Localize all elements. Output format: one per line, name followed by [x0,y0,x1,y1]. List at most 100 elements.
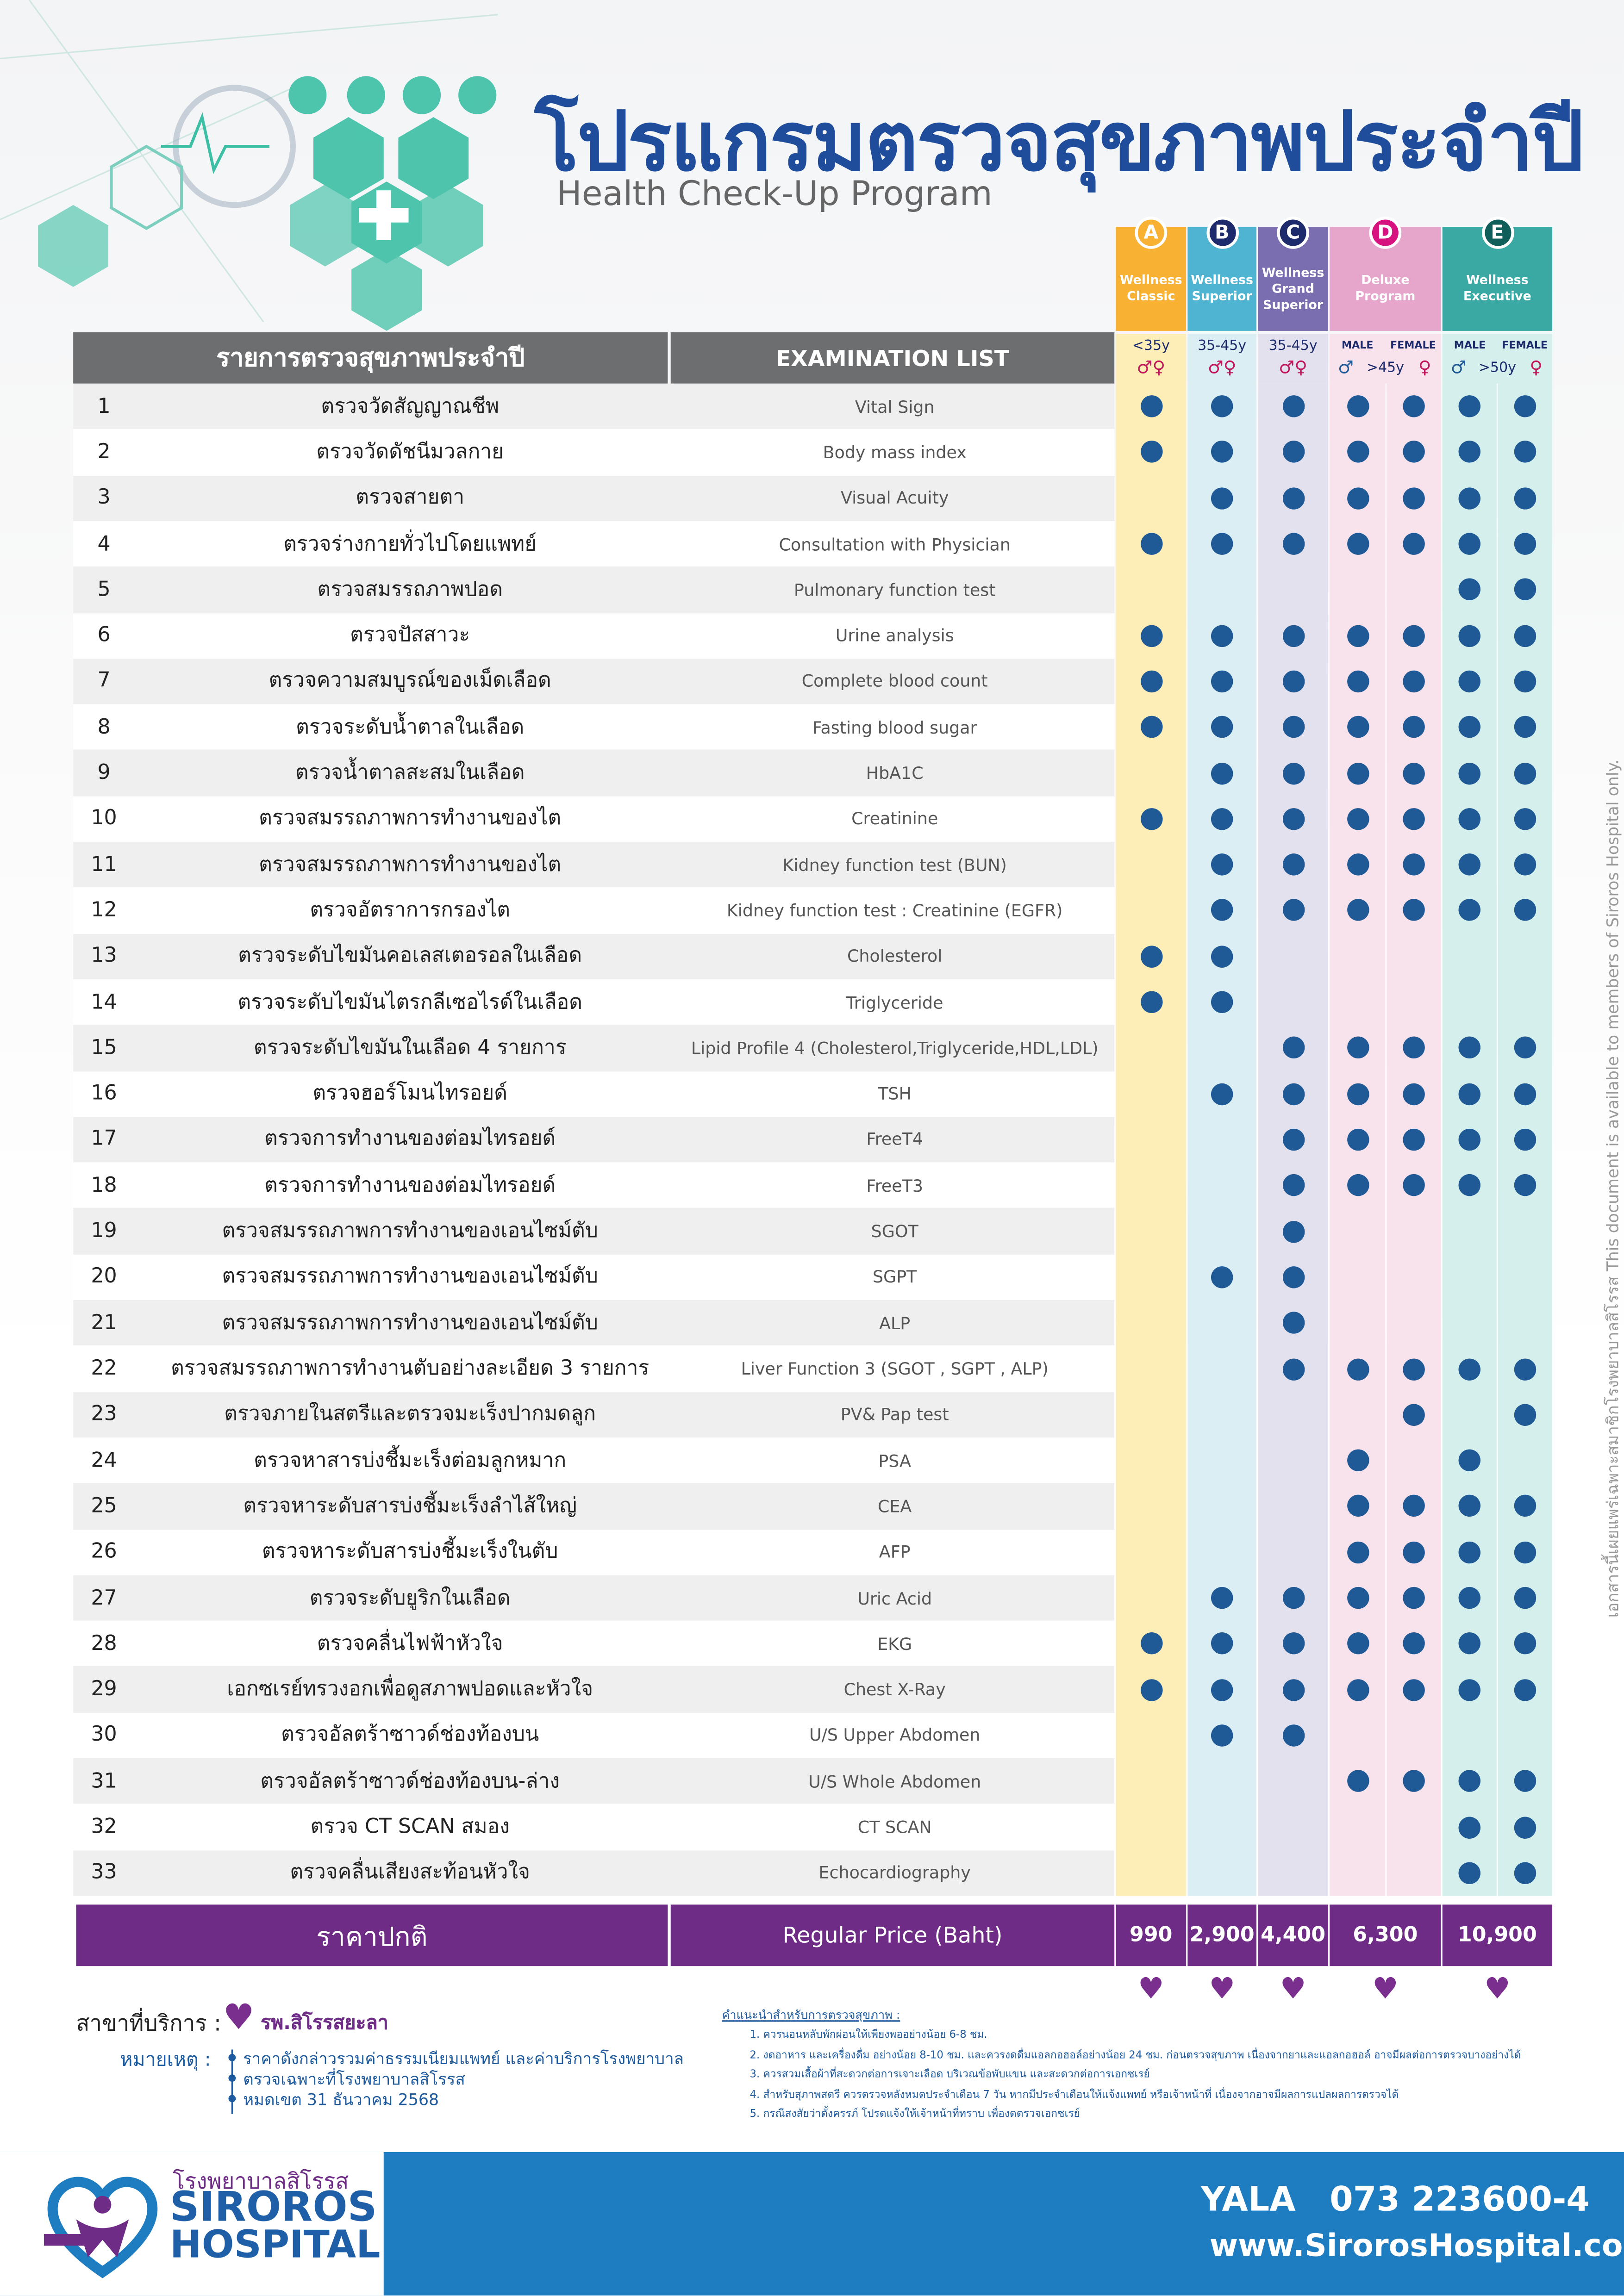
check-dot [1346,899,1369,922]
check-cell [1387,1254,1441,1300]
check-dot [1514,533,1537,555]
package-letter: D [1369,217,1402,249]
check-cell [1443,933,1497,979]
advice-item: 4. สำหรับสุภาพสตรี ควรตรวจหลังหมดประจำเด… [750,2087,1399,2100]
check-cell [1116,384,1186,429]
check-cell [1387,933,1441,979]
check-dot [1458,1357,1480,1380]
check-dot [1282,1037,1304,1059]
check-dot [1346,1495,1369,1518]
row-no: 24 [91,1449,117,1472]
check-cell [1258,1712,1328,1758]
check-cell [1116,1025,1186,1071]
check-dot [1514,579,1537,601]
check-dot [1514,1770,1537,1792]
check-cell [1387,1804,1441,1850]
price-cell: 990 [1116,1904,1187,1966]
check-cell [1258,1804,1328,1850]
check-cell [1116,1483,1186,1529]
check-dot [1514,1816,1537,1838]
check-cell [1116,1254,1186,1300]
check-dot [1346,762,1369,784]
check-dot [1514,1174,1537,1197]
row-th: เอกซเรย์ทรวงอกเพื่อดูสภาพปอดและหัวใจ [227,1678,593,1701]
row-no: 27 [91,1586,117,1610]
check-dot [1346,441,1369,463]
row-no: 19 [91,1220,117,1243]
check-cell [1258,1621,1328,1667]
row-no: 28 [91,1632,117,1655]
check-cell [1187,1804,1256,1850]
row-bg [73,658,1115,704]
heart-icon: ♥ [1137,1970,1164,2006]
row-en: HbA1C [866,763,924,784]
package-letter: B [1206,217,1238,249]
row-no: 7 [97,670,111,693]
row-no: 2 [97,440,111,464]
row-th: ตรวจสมรรถภาพการทำงานตับอย่างละเอียด 3 รา… [171,1357,650,1381]
check-cell [1387,1392,1441,1437]
check-cell [1498,1575,1552,1621]
check-cell [1387,1071,1441,1117]
logo-icon [44,2177,158,2278]
check-cell [1187,704,1256,750]
check-cell [1258,933,1328,979]
row-no: 25 [91,1494,117,1518]
check-dot [1458,1632,1480,1655]
row-en: Cholesterol [847,946,943,967]
package-age-bg [1116,334,1187,384]
check-cell [1116,888,1186,933]
row-no: 22 [91,1357,117,1381]
check-dot [1403,762,1425,784]
check-dot [1282,395,1304,417]
check-cell [1116,1437,1186,1483]
row-th: ตรวจสมรรถภาพการทำงานของเอนไซม์ตับ [222,1265,598,1289]
check-cell [1187,1208,1256,1254]
check-dot [1514,1403,1537,1426]
row-bg [73,1804,1115,1850]
row-en: SGPT [872,1267,917,1288]
row-th: ตรวจหาระดับสารบ่งชี้มะเร็งในตับ [262,1540,558,1564]
check-cell [1116,1575,1186,1621]
row-bg [73,1254,1115,1300]
check-cell [1258,1025,1328,1071]
check-cell [1330,1025,1385,1071]
check-cell [1116,933,1186,979]
row-en: Complete blood count [801,671,988,692]
check-cell [1443,567,1497,613]
check-cell [1387,1712,1441,1758]
check-cell [1330,888,1385,933]
check-cell [1187,384,1256,429]
check-cell [1330,1117,1385,1163]
check-cell [1258,1850,1328,1896]
logo-en2: HOSPITAL [169,2223,381,2268]
check-dot [1514,1862,1537,1884]
package-letter: E [1481,217,1514,249]
row-en: EKG [877,1633,912,1654]
check-cell [1116,1392,1186,1437]
row-en: Visual Acuity [841,488,949,509]
check-cell [1187,1667,1256,1712]
check-dot [1282,1174,1304,1197]
package-female-sign: ♀ [1418,357,1431,378]
check-dot [1458,1495,1480,1518]
check-cell [1387,659,1441,704]
check-cell [1498,1621,1552,1667]
check-dot [1403,899,1425,922]
check-dot [1211,716,1233,739]
check-dot [1346,1128,1369,1151]
remarks-label: หมายเหตุ : [120,2049,211,2072]
check-dot [1403,1632,1425,1655]
check-cell [1330,521,1385,567]
check-cell [1258,1437,1328,1483]
check-cell [1187,1300,1256,1346]
row-bg [73,566,1115,613]
check-dot [1346,1587,1369,1609]
check-dot [1346,1770,1369,1792]
remark-item: ตรวจเฉพาะที่โรงพยาบาลสิโรรส [243,2070,465,2089]
check-dot [1211,945,1233,968]
check-cell [1187,1254,1256,1300]
check-cell [1387,888,1441,933]
check-cell [1498,1254,1552,1300]
